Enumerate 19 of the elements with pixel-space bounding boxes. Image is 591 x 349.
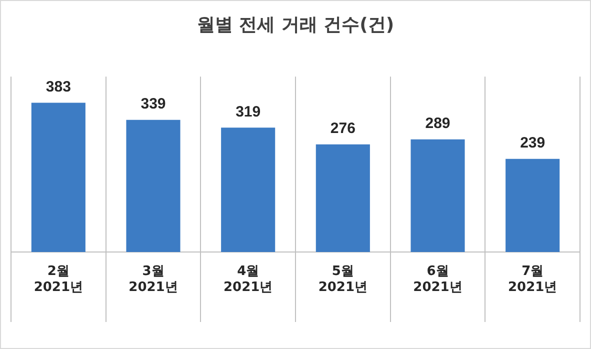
- bar: [31, 102, 86, 252]
- bar: [410, 139, 465, 252]
- data-label: 239: [520, 134, 546, 152]
- bar: [506, 158, 560, 252]
- x-tick-label: 3월 2021년: [128, 264, 178, 295]
- data-label: 289: [425, 114, 450, 132]
- x-tick-label: 4월 2021년: [223, 264, 273, 295]
- bar: [221, 128, 276, 252]
- bar: [126, 120, 180, 252]
- bar: [316, 144, 370, 252]
- x-tick-label: 6월 2021년: [413, 264, 462, 295]
- x-tick-label: 2월 2021년: [34, 264, 84, 295]
- chart-title: 월별 전세 거래 건수(건): [196, 14, 394, 36]
- data-label: 339: [140, 96, 166, 113]
- data-label: 319: [236, 103, 261, 120]
- x-tick-label: 7월 2021년: [508, 264, 558, 295]
- data-label: 276: [330, 120, 356, 138]
- x-tick-label: 5월 2021년: [318, 264, 368, 295]
- data-label: 383: [46, 78, 71, 96]
